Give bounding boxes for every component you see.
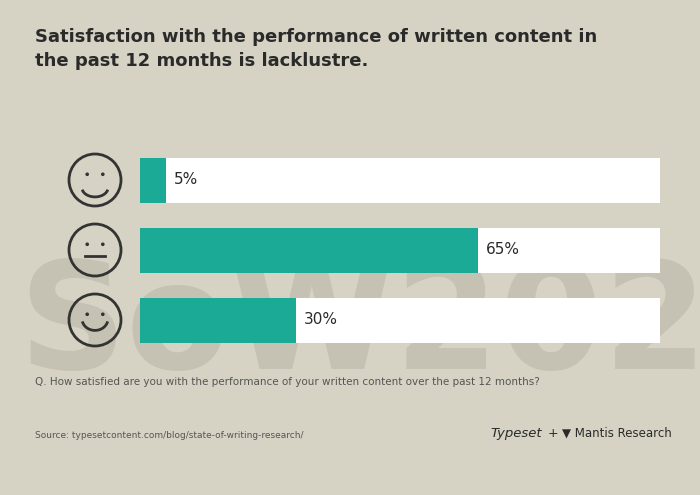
Text: +: +: [548, 427, 559, 440]
Circle shape: [101, 312, 104, 316]
FancyBboxPatch shape: [140, 297, 660, 343]
Text: Satisfaction with the performance of written content in: Satisfaction with the performance of wri…: [35, 28, 597, 46]
Text: ▼ Mantis Research: ▼ Mantis Research: [562, 427, 672, 440]
Circle shape: [85, 172, 89, 176]
Circle shape: [101, 172, 104, 176]
Text: Q. How satisfied are you with the performance of your written content over the p: Q. How satisfied are you with the perfor…: [35, 377, 540, 387]
FancyBboxPatch shape: [140, 297, 296, 343]
Text: 5%: 5%: [174, 172, 198, 188]
Text: 65%: 65%: [486, 243, 520, 257]
Text: Source: typesetcontent.com/blog/state-of-writing-research/: Source: typesetcontent.com/blog/state-of…: [35, 431, 304, 440]
Circle shape: [85, 243, 89, 246]
FancyBboxPatch shape: [140, 157, 660, 202]
FancyBboxPatch shape: [140, 228, 478, 273]
FancyBboxPatch shape: [140, 157, 166, 202]
Circle shape: [85, 312, 89, 316]
Text: the past 12 months is lacklustre.: the past 12 months is lacklustre.: [35, 52, 368, 70]
Text: SoW2021: SoW2021: [18, 255, 700, 400]
Circle shape: [101, 243, 104, 246]
Text: Typeset: Typeset: [490, 427, 542, 440]
Text: 30%: 30%: [304, 312, 338, 328]
FancyBboxPatch shape: [140, 228, 660, 273]
